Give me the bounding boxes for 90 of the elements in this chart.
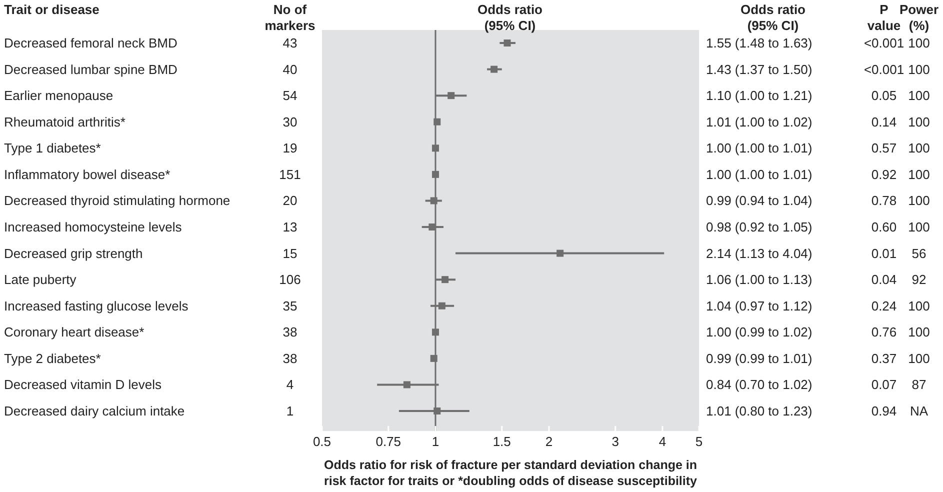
text: 100 xyxy=(908,220,930,234)
text: 0.37 xyxy=(871,350,897,366)
text: 1.01 (1.00 to 1.02) xyxy=(706,114,812,130)
text: Power (%) xyxy=(899,2,939,33)
text: No of markers xyxy=(264,2,316,33)
text: 1.00 (1.00 to 1.01) xyxy=(706,140,812,156)
y-tick-label: Type 2 diabetes* xyxy=(4,350,101,366)
text: 1.06 (1.00 to 1.13) xyxy=(706,272,812,288)
text: 100 xyxy=(908,88,930,104)
y-tick-label: Decreased vitamin D levels xyxy=(4,377,162,392)
text: 40 xyxy=(282,62,298,77)
text: 100 xyxy=(908,140,930,156)
text: 1.01 (0.80 to 1.23) xyxy=(706,404,812,418)
x-tick-label: 2 xyxy=(545,434,553,449)
text: 35 xyxy=(282,298,298,314)
text: 100 xyxy=(908,193,930,208)
text: 0.78 xyxy=(871,193,897,208)
y-tick-label: Increased fasting glucose levels xyxy=(4,298,189,314)
x-tick-label: 0.5 xyxy=(312,434,332,449)
text: 87 xyxy=(912,377,926,392)
x-tick-label: 1 xyxy=(432,434,440,449)
text: 151 xyxy=(279,166,301,182)
text: 0.84 (0.70 to 1.02) xyxy=(706,377,812,392)
text: 0.05 xyxy=(871,88,897,104)
y-tick-label: Decreased thyroid stimulating hormone xyxy=(4,193,230,208)
text: 0.99 (0.94 to 1.04) xyxy=(706,193,812,208)
y-tick-label: Decreased lumbar spine BMD xyxy=(4,62,178,77)
text: Odds ratio (95% CI) xyxy=(740,2,806,33)
text: 15 xyxy=(282,246,298,261)
text: 100 xyxy=(908,166,930,182)
text: 100 xyxy=(908,36,930,50)
text: 43 xyxy=(282,36,298,50)
text: 13 xyxy=(282,220,298,234)
text: <0.001 xyxy=(864,36,904,50)
y-tick-label: Type 1 diabetes* xyxy=(4,140,101,156)
text: 38 xyxy=(282,324,298,340)
x-tick-label: 5 xyxy=(695,434,703,449)
text: 0.99 (0.99 to 1.01) xyxy=(706,350,812,366)
text: 0.24 xyxy=(871,298,897,314)
y-tick-label: Rheumatoid arthritis* xyxy=(4,114,126,130)
text: 20 xyxy=(282,193,298,208)
text: P value xyxy=(867,2,901,33)
text: 56 xyxy=(912,246,926,261)
y-tick-label: Late puberty xyxy=(4,272,77,288)
text: <0.001 xyxy=(864,62,904,77)
text: 0.98 (0.92 to 1.05) xyxy=(706,220,812,234)
annotation: Odds ratio (95% CI) xyxy=(477,2,543,33)
y-tick-label: Decreased femoral neck BMD xyxy=(4,36,178,50)
y-tick-label: Coronary heart disease* xyxy=(4,324,144,340)
y-tick-label: Earlier menopause xyxy=(4,88,114,104)
text: 0.76 xyxy=(871,324,897,340)
text: 38 xyxy=(282,350,298,366)
text: 1.04 (0.97 to 1.12) xyxy=(706,298,812,314)
x-tick-label: 0.75 xyxy=(376,434,402,449)
y-tick-label: Increased homocysteine levels xyxy=(4,220,182,234)
y-tick-label: Decreased grip strength xyxy=(4,246,143,261)
text: 0.04 xyxy=(871,272,897,288)
text: 92 xyxy=(912,272,926,288)
text: 1.10 (1.00 to 1.21) xyxy=(706,88,812,104)
text: 1.55 (1.48 to 1.63) xyxy=(706,36,812,50)
text: 106 xyxy=(279,272,301,288)
text: 1.00 (0.99 to 1.02) xyxy=(706,324,812,340)
text: 1 xyxy=(286,404,294,418)
text: NA xyxy=(910,404,928,418)
text: 100 xyxy=(908,114,930,130)
text: 54 xyxy=(282,88,298,104)
text: 1.00 (1.00 to 1.01) xyxy=(706,166,812,182)
text: 0.14 xyxy=(871,114,897,130)
x-tick-label: 4 xyxy=(658,434,666,449)
text: 19 xyxy=(282,140,298,156)
text: 2.14 (1.13 to 4.04) xyxy=(706,246,812,261)
text: 30 xyxy=(282,114,298,130)
y-tick-label: Decreased dairy calcium intake xyxy=(4,404,185,418)
x-tick-label: 3 xyxy=(612,434,619,449)
text: 0.94 xyxy=(871,404,897,418)
text: 100 xyxy=(908,324,930,340)
y-axis-title: Trait or disease xyxy=(4,2,100,17)
y-tick-label: Inflammatory bowel disease* xyxy=(4,166,170,182)
text: 100 xyxy=(908,62,930,77)
text: 0.01 xyxy=(871,246,897,261)
text: 0.57 xyxy=(871,140,897,156)
x-axis-title: Odds ratio for risk of fracture per standard deviation change in risk factor for traits or *doubling odds of disease susceptibility xyxy=(324,458,698,488)
text: 100 xyxy=(908,350,930,366)
text: 0.07 xyxy=(871,377,897,392)
x-tick-label: 1.5 xyxy=(492,434,511,449)
text: 0.92 xyxy=(871,166,897,182)
text: 4 xyxy=(286,377,294,392)
text: 100 xyxy=(908,298,930,314)
text: 1.43 (1.37 to 1.50) xyxy=(706,62,812,77)
text: 0.60 xyxy=(871,220,897,234)
